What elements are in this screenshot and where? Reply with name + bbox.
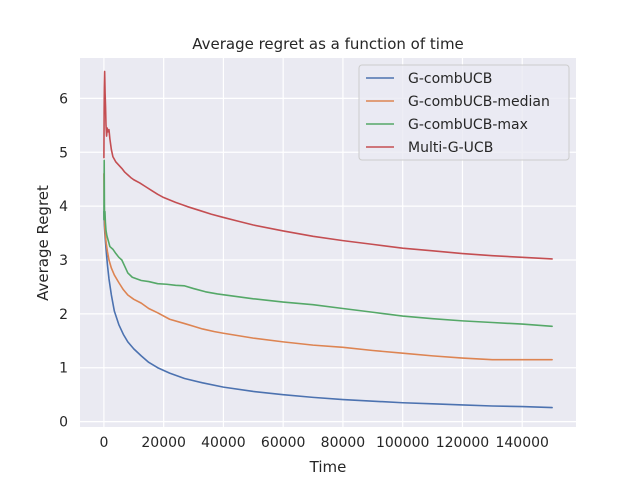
- y-tick-label: 4: [59, 199, 68, 215]
- x-tick-label: 40000: [201, 435, 246, 451]
- x-tick-label: 80000: [321, 435, 366, 451]
- y-tick-label: 0: [59, 415, 68, 431]
- legend-box: [358, 64, 570, 161]
- series-line-g-combucb-median: [103, 173, 553, 361]
- x-tick-label: 140000: [495, 435, 548, 451]
- legend-label: G-combUCB-max: [408, 117, 528, 133]
- y-tick-label: 1: [59, 361, 68, 377]
- series-line-g-combucb: [103, 210, 553, 409]
- y-axis-label: Average Regret: [34, 185, 52, 301]
- chart-title: Average regret as a function of time: [192, 35, 464, 53]
- y-tick-label: 2: [59, 307, 68, 323]
- y-tick-label: 6: [59, 91, 68, 107]
- x-tick-label: 20000: [141, 435, 186, 451]
- x-tick-label: 60000: [261, 435, 306, 451]
- y-tick-label: 3: [59, 253, 68, 269]
- x-tick-label: 120000: [436, 435, 489, 451]
- legend-label: G-combUCB: [408, 71, 492, 87]
- legend-label: G-combUCB-median: [408, 94, 550, 110]
- legend: G-combUCB G-combUCB-median G-combUCB-max Mu…: [358, 64, 570, 161]
- x-axis-label: Time: [309, 458, 347, 476]
- y-tick-label: 5: [59, 145, 68, 161]
- series-line-g-combucb-max: [103, 159, 553, 328]
- series-line-multi-g-ucb: [103, 70, 553, 260]
- x-tick-label: 100000: [376, 435, 429, 451]
- legend-label: Multi-G-UCB: [408, 140, 493, 156]
- series-lines: [103, 70, 553, 409]
- tick-labels: 0 20000 40000 60000 80000 100000 120000 140000 0…: [59, 91, 549, 451]
- x-tick-label: 0: [99, 435, 108, 451]
